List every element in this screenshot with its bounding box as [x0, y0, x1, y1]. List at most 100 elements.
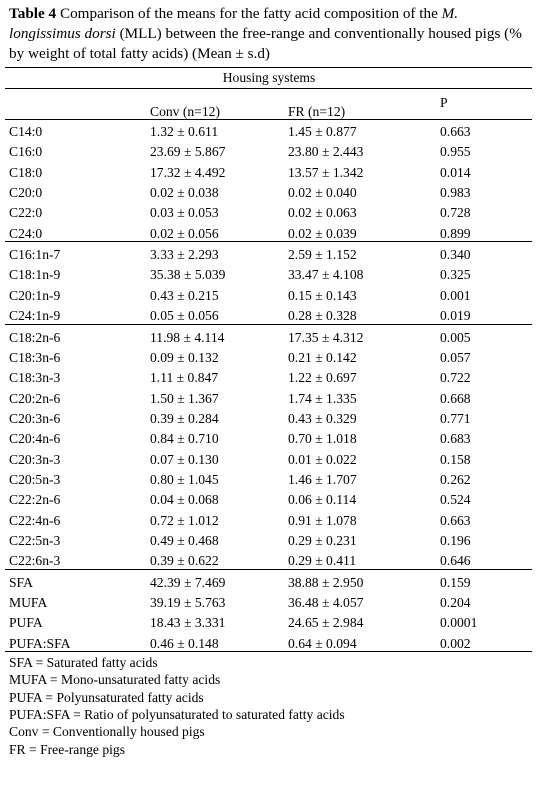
- col-header-p: P: [440, 95, 448, 110]
- fr-value: 0.06 ± 0.114: [288, 492, 357, 508]
- fatty-acid-name: C18:0: [9, 164, 43, 180]
- fr-value: 23.80 ± 2.443: [288, 144, 364, 160]
- group-separator: [5, 568, 532, 570]
- fatty-acid-name: C20:3n-6: [9, 410, 61, 426]
- conv-value: 0.39 ± 0.622: [150, 553, 219, 569]
- p-value: 0.728: [440, 205, 471, 221]
- conv-value: 0.72 ± 1.012: [150, 512, 219, 528]
- fr-value: 0.15 ± 0.143: [288, 287, 357, 303]
- fatty-acid-name: C22:4n-6: [9, 512, 61, 528]
- fatty-acid-name: MUFA: [9, 595, 48, 611]
- conv-value: 39.19 ± 5.763: [150, 595, 226, 611]
- conv-value: 0.09 ± 0.132: [150, 349, 219, 365]
- fr-value: 33.47 ± 4.108: [288, 267, 364, 283]
- conv-value: 0.80 ± 1.045: [150, 471, 219, 487]
- table-caption: Table 4 Comparison of the means for the …: [9, 4, 529, 64]
- p-value: 0.524: [440, 492, 471, 508]
- fatty-acid-name: C20:3n-3: [9, 451, 61, 467]
- p-value: 0.955: [440, 144, 471, 160]
- fr-value: 1.22 ± 0.697: [288, 370, 357, 386]
- conv-value: 0.02 ± 0.056: [150, 225, 219, 241]
- p-value: 0.663: [440, 512, 471, 528]
- conv-value: 1.50 ± 1.367: [150, 390, 219, 406]
- p-value: 0.983: [440, 185, 471, 201]
- p-value: 0.196: [440, 533, 471, 548]
- fatty-acid-name: C16:1n-7: [9, 247, 61, 263]
- fatty-acid-name: SFA: [9, 574, 33, 590]
- footnote: PUFA = Polyunsaturated fatty acids: [9, 689, 204, 705]
- p-value: 0.0001: [440, 615, 478, 631]
- table-top-rule: [5, 67, 532, 68]
- fatty-acid-name: C16:0: [9, 144, 43, 160]
- footnote: MUFA = Mono-unsaturated fatty acids: [9, 672, 221, 688]
- fatty-acid-name: C20:4n-6: [9, 431, 61, 447]
- fr-value: 0.29 ± 0.411: [288, 553, 357, 569]
- p-value: 0.001: [440, 287, 471, 303]
- fr-value: 2.59 ± 1.152: [288, 247, 357, 263]
- p-value: 0.262: [440, 471, 471, 487]
- p-value: 0.771: [440, 410, 471, 426]
- conv-value: 0.05 ± 0.056: [150, 308, 219, 324]
- group-separator: [5, 323, 532, 325]
- fr-value: 0.64 ± 0.094: [288, 635, 357, 651]
- p-value: 0.899: [440, 225, 471, 241]
- fr-value: 1.46 ± 1.707: [288, 471, 357, 487]
- conv-value: 0.84 ± 0.710: [150, 431, 219, 447]
- conv-value: 0.46 ± 0.148: [150, 635, 219, 651]
- p-value: 0.002: [440, 635, 471, 651]
- conv-value: 1.32 ± 0.611: [150, 124, 219, 139]
- footnote: SFA = Saturated fatty acids: [9, 655, 158, 671]
- conv-value: 1.11 ± 0.847: [150, 370, 219, 386]
- p-value: 0.014: [440, 164, 471, 180]
- p-value: 0.158: [440, 451, 471, 467]
- fr-value: 0.01 ± 0.022: [288, 451, 357, 467]
- conv-value: 0.49 ± 0.468: [150, 533, 219, 548]
- conv-value: 35.38 ± 5.039: [150, 267, 226, 283]
- conv-value: 3.33 ± 2.293: [150, 247, 219, 263]
- fatty-acid-name: PUFA:SFA: [9, 635, 71, 651]
- p-value: 0.340: [440, 247, 471, 263]
- fatty-acid-name: C20:2n-6: [9, 390, 61, 406]
- fr-value: 36.48 ± 4.057: [288, 595, 364, 611]
- fatty-acid-name: C20:1n-9: [9, 287, 61, 303]
- p-value: 0.325: [440, 267, 471, 283]
- p-value: 0.668: [440, 390, 471, 406]
- fatty-acid-name: C22:2n-6: [9, 492, 61, 508]
- conv-value: 18.43 ± 3.331: [150, 615, 226, 631]
- fr-value: 0.70 ± 1.018: [288, 431, 357, 447]
- p-value: 0.159: [440, 574, 471, 590]
- column-header-rule: [5, 119, 532, 120]
- p-value: 0.646: [440, 553, 471, 569]
- fatty-acid-name: C18:1n-9: [9, 267, 61, 283]
- conv-value: 0.02 ± 0.038: [150, 185, 219, 201]
- fr-value: 0.28 ± 0.328: [288, 308, 357, 324]
- group-header-rule: [5, 88, 532, 89]
- caption-text-b: (MLL) between the free-range and convent…: [9, 25, 522, 62]
- fr-value: 0.02 ± 0.040: [288, 185, 357, 201]
- fatty-acid-name: C18:3n-3: [9, 370, 61, 386]
- table-label: Table 4: [9, 5, 57, 22]
- p-value: 0.683: [440, 431, 471, 447]
- fatty-acid-name: C18:2n-6: [9, 329, 61, 345]
- fr-value: 0.91 ± 1.078: [288, 512, 357, 528]
- fr-value: 0.02 ± 0.063: [288, 205, 357, 221]
- fatty-acid-name: PUFA: [9, 615, 43, 631]
- conv-value: 17.32 ± 4.492: [150, 164, 226, 180]
- conv-value: 0.03 ± 0.053: [150, 205, 219, 221]
- conv-value: 0.07 ± 0.130: [150, 451, 219, 467]
- conv-value: 11.98 ± 4.114: [150, 329, 225, 345]
- caption-species-2: longissimus dorsi: [9, 25, 116, 42]
- fatty-acid-name: C22:5n-3: [9, 533, 61, 548]
- fatty-acid-name: C24:0: [9, 225, 43, 241]
- fatty-acid-name: C20:0: [9, 185, 43, 201]
- fatty-acid-name: C22:0: [9, 205, 43, 221]
- conv-value: 23.69 ± 5.867: [150, 144, 226, 160]
- footnote: Conv = Conventionally housed pigs: [9, 724, 205, 740]
- fr-value: 0.02 ± 0.039: [288, 225, 357, 241]
- col-header-fr: FR (n=12): [288, 104, 346, 119]
- conv-value: 0.43 ± 0.215: [150, 287, 219, 303]
- caption-text-a: Comparison of the means for the fatty ac…: [56, 5, 442, 22]
- p-value: 0.663: [440, 124, 471, 139]
- fr-value: 13.57 ± 1.342: [288, 164, 364, 180]
- p-value: 0.019: [440, 308, 471, 324]
